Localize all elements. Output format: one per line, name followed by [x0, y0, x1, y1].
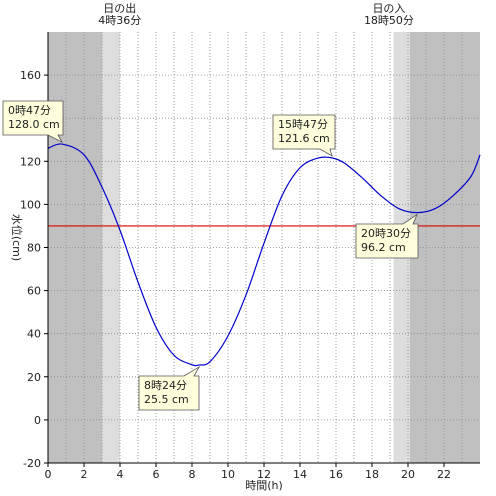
y-tick-label: 0 — [34, 414, 41, 427]
annotation-time: 15時47分 — [278, 118, 328, 131]
x-tick-label: 14 — [293, 468, 307, 481]
y-tick-label: -20 — [23, 457, 41, 470]
sunrise-time: 4時36分 — [98, 14, 141, 27]
x-tick-label: 0 — [45, 468, 52, 481]
annotation-time: 20時30分 — [361, 227, 411, 240]
y-tick-label: 20 — [27, 371, 41, 384]
x-tick-label: 12 — [257, 468, 271, 481]
x-tick-label: 4 — [117, 468, 124, 481]
x-axis-title: 時間(h) — [245, 479, 283, 492]
x-tick-label: 18 — [365, 468, 379, 481]
annotation-box — [2, 100, 64, 144]
annotation-box — [272, 114, 336, 157]
y-tick-label: 160 — [20, 69, 41, 82]
y-tick-label: 120 — [20, 155, 41, 168]
x-tick-label: 10 — [221, 468, 235, 481]
y-tick-label: 100 — [20, 198, 41, 211]
annotation-value: 121.6 cm — [278, 132, 330, 145]
series-line-0 — [47, 143, 481, 367]
x-tick-label: 8 — [189, 468, 196, 481]
annotation-value: 25.5 cm — [144, 393, 189, 406]
sunset-time: 18時50分 — [364, 14, 414, 27]
annotation-time: 0時47分 — [8, 104, 51, 117]
axes: 0246810121416182022-20020406080100120140… — [20, 32, 480, 481]
x-tick-label: 2 — [81, 468, 88, 481]
x-tick-label: 16 — [329, 468, 343, 481]
y-tick-label: 60 — [27, 285, 41, 298]
x-tick-label: 22 — [437, 468, 451, 481]
annotation-box — [138, 365, 201, 411]
annotation-time: 8時24分 — [144, 379, 187, 392]
y-axis-title: 水位(cm) — [10, 214, 24, 261]
x-tick-label: 20 — [401, 468, 415, 481]
sunset-label: 日の入 — [372, 2, 405, 15]
series-layer — [47, 143, 481, 367]
grid-lines — [48, 32, 480, 463]
y-tick-label: 80 — [27, 242, 41, 255]
sunrise-label: 日の出 — [103, 1, 136, 15]
annotation-box — [355, 213, 419, 259]
annotation-value: 128.0 cm — [8, 118, 60, 131]
x-tick-label: 6 — [153, 468, 160, 481]
sun-labels: 日の出 4時36分 日の入 18時50分 — [98, 1, 414, 27]
y-tick-label: 40 — [27, 328, 41, 341]
annotation-value: 96.2 cm — [361, 241, 406, 254]
